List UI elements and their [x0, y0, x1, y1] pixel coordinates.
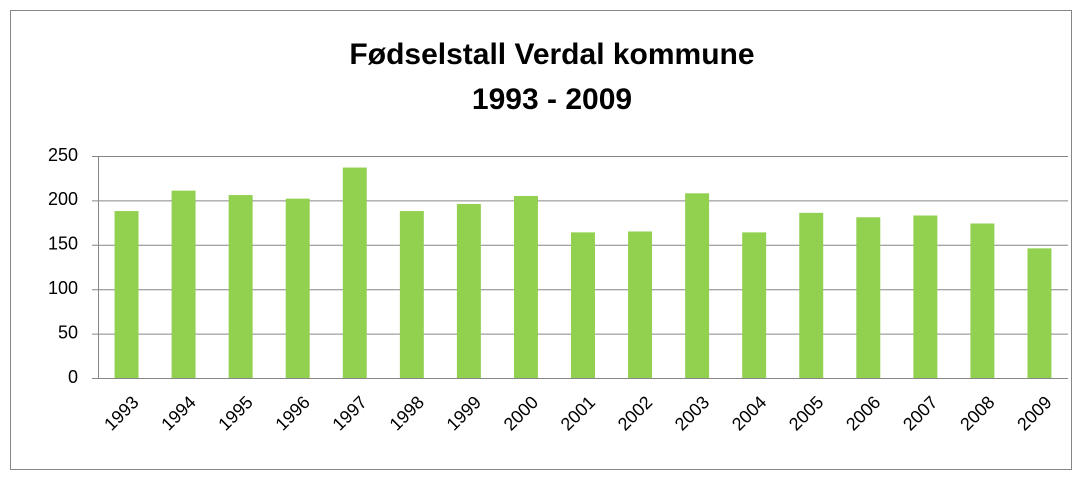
bar: [571, 232, 595, 378]
chart-frame: [10, 10, 1072, 470]
bar: [685, 193, 710, 378]
bar: [228, 195, 253, 378]
bar: [342, 167, 367, 378]
y-tick-label: 150: [48, 234, 78, 254]
bar: [913, 215, 938, 378]
y-tick-label: 50: [58, 322, 78, 342]
bar: [285, 198, 310, 378]
bar: [456, 203, 481, 378]
bar: [799, 212, 824, 378]
y-tick-label: 200: [48, 189, 78, 209]
bar: [856, 217, 881, 378]
bar: [628, 231, 653, 378]
bar: [1027, 248, 1052, 378]
y-tick-label: 100: [48, 278, 78, 298]
bar: [114, 211, 139, 378]
bar: [399, 211, 424, 378]
y-tick-label: 250: [48, 145, 78, 165]
bar: [171, 190, 196, 378]
chart-title: Fødselstall Verdal kommune: [349, 38, 754, 71]
bar: [513, 195, 538, 378]
bar: [742, 232, 767, 378]
bar: [970, 223, 995, 378]
y-tick-label: 0: [68, 367, 78, 387]
chart-subtitle: 1993 - 2009: [472, 83, 632, 116]
